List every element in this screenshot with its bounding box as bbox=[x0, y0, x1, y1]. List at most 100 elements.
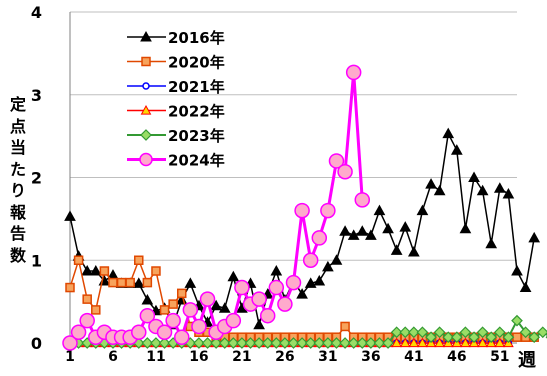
data-point bbox=[139, 307, 156, 324]
data-point bbox=[132, 277, 145, 288]
x-tick-label: 46 bbox=[447, 349, 466, 365]
data-point bbox=[433, 184, 446, 196]
data-point bbox=[201, 337, 214, 349]
data-point bbox=[450, 331, 463, 344]
data-point bbox=[199, 291, 216, 307]
data-point bbox=[116, 277, 127, 288]
data-point bbox=[322, 260, 334, 272]
data-point bbox=[328, 153, 345, 169]
y-axis-label-char: 告 bbox=[9, 224, 26, 243]
y-axis-label-char: り bbox=[9, 181, 26, 200]
data-point bbox=[528, 331, 541, 344]
data-point bbox=[296, 337, 308, 349]
y-axis-label-char: 報 bbox=[9, 202, 26, 222]
data-point bbox=[261, 337, 274, 349]
data-point bbox=[270, 337, 283, 349]
y-axis-label-char: た bbox=[9, 159, 26, 179]
x-tick-labels: 1 6 11 16 21 26 31 36 41 46 51 bbox=[65, 349, 509, 365]
data-point bbox=[382, 222, 394, 234]
data-point bbox=[134, 255, 144, 265]
x-tick-label: 41 bbox=[404, 349, 423, 365]
data-point bbox=[174, 329, 190, 345]
data-point bbox=[151, 266, 161, 276]
legend-marker bbox=[140, 104, 152, 115]
data-point bbox=[65, 282, 75, 293]
data-point bbox=[511, 314, 523, 327]
data-point bbox=[73, 255, 84, 265]
data-point bbox=[89, 264, 102, 276]
data-point bbox=[433, 326, 446, 339]
x-tick-label: 26 bbox=[275, 349, 294, 365]
data-point bbox=[356, 337, 369, 349]
x-tick-label: 11 bbox=[146, 349, 165, 365]
y-tick-label: 1 bbox=[31, 251, 42, 270]
legend-marker bbox=[140, 30, 152, 42]
data-point bbox=[227, 270, 240, 282]
data-point bbox=[442, 331, 455, 344]
data-point bbox=[476, 326, 489, 339]
data-point bbox=[304, 277, 317, 288]
data-point bbox=[373, 337, 386, 349]
data-point bbox=[150, 337, 162, 349]
data-point bbox=[99, 266, 110, 276]
x-tick-label: 36 bbox=[361, 349, 380, 365]
data-point bbox=[390, 244, 403, 255]
data-point bbox=[193, 337, 205, 349]
y-tick-labels: 0 1 2 3 4 bbox=[31, 3, 42, 353]
data-point bbox=[244, 337, 257, 349]
data-point bbox=[330, 337, 343, 349]
data-point bbox=[304, 337, 317, 349]
legend-marker bbox=[139, 152, 153, 167]
data-point bbox=[468, 171, 480, 182]
data-point bbox=[399, 221, 412, 232]
data-point bbox=[64, 210, 76, 221]
data-point bbox=[270, 264, 283, 276]
data-point bbox=[70, 324, 87, 340]
y-tick-label: 4 bbox=[31, 3, 42, 22]
x-tick-label: 1 bbox=[65, 349, 75, 365]
data-point bbox=[417, 337, 428, 348]
data-point bbox=[373, 204, 386, 216]
legend-label: 2020年 bbox=[168, 54, 225, 72]
data-point bbox=[347, 229, 360, 240]
data-point bbox=[485, 331, 498, 344]
data-point bbox=[182, 302, 199, 318]
x-axis-unit-label: 週 bbox=[518, 350, 536, 371]
series-2023年 bbox=[64, 314, 547, 349]
data-point bbox=[354, 192, 371, 208]
data-point bbox=[434, 337, 445, 348]
data-point bbox=[468, 331, 480, 344]
data-point bbox=[234, 279, 250, 296]
series-lines bbox=[62, 64, 547, 351]
data-point bbox=[320, 202, 336, 219]
legend-entry: 2024年 bbox=[127, 152, 225, 170]
data-point bbox=[365, 337, 377, 349]
legend-entry: 2022年 bbox=[127, 103, 225, 121]
data-point bbox=[236, 337, 248, 349]
data-point bbox=[156, 324, 173, 340]
data-point bbox=[184, 277, 197, 288]
data-point bbox=[485, 237, 498, 249]
y-axis-label-char: 数 bbox=[9, 245, 26, 265]
data-point bbox=[311, 230, 328, 246]
data-point bbox=[460, 337, 471, 348]
legend-label: 2023年 bbox=[168, 127, 225, 145]
data-point bbox=[399, 337, 411, 348]
data-point bbox=[536, 326, 547, 339]
x-tick-label: 16 bbox=[189, 349, 208, 365]
data-point bbox=[313, 337, 326, 349]
data-point bbox=[528, 231, 541, 243]
data-point bbox=[407, 326, 420, 339]
y-tick-label: 2 bbox=[31, 169, 42, 188]
data-point bbox=[81, 264, 94, 276]
data-point bbox=[165, 312, 181, 329]
data-point bbox=[519, 326, 532, 339]
data-point bbox=[416, 204, 429, 216]
legend-label: 2022年 bbox=[168, 103, 225, 121]
legend-entry: 2016年 bbox=[127, 29, 225, 47]
data-point bbox=[279, 337, 291, 349]
x-tick-label: 6 bbox=[108, 349, 118, 365]
data-point bbox=[125, 277, 135, 288]
data-point bbox=[191, 318, 207, 335]
